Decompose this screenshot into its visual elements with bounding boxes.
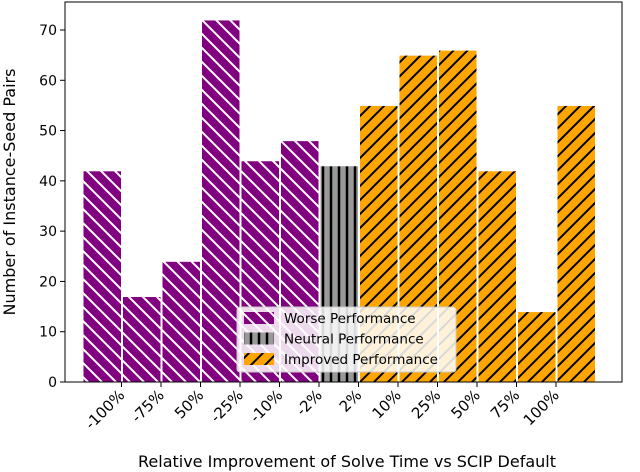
x-tick-label: -2% [292,386,325,419]
bar-improved [517,311,557,383]
x-tick-label: 75% [487,386,523,422]
x-tick-label: -10% [246,386,286,426]
bar-improved [556,104,596,383]
x-tick-label: 25% [408,386,444,422]
legend-swatch-neutral [244,332,274,345]
legend-swatch-improved [244,353,274,365]
x-tick-label: -25% [207,386,247,426]
bar-worse [161,260,201,383]
x-tick-label: -75% [128,386,168,426]
x-tick-label: -100% [81,386,128,433]
y-tick-label: 70 [39,23,57,39]
bar-worse [122,296,162,383]
y-tick-label: 40 [39,174,57,190]
x-axis: -100% -75% 50% -25% -10% -2% 2% 10% 25% 50% 75%100… [81,382,563,433]
legend-label-neutral: Neutral Performance [284,332,424,348]
y-axis-label: Number of Instance-Seed Pairs [0,69,19,316]
x-tick-label: 100% [520,386,563,429]
bar-worse [201,19,241,383]
x-axis-label: Relative Improvement of Solve Time vs SC… [138,452,556,471]
legend: Worse Performance Neutral Performance Impr… [236,306,457,373]
y-tick-label: 30 [39,224,57,240]
y-tick-label: 60 [39,73,57,89]
x-tick-label: 50% [448,386,484,422]
x-tick-label: 50% [171,386,207,422]
y-tick-label: 20 [39,274,57,290]
legend-label-worse: Worse Performance [284,311,416,327]
bar-worse [82,170,122,383]
x-tick-label: 2% [336,386,366,416]
x-tick-label: 10% [369,386,405,422]
plot-frame [64,1,623,383]
y-axis: 0 10 20 30 40 50 60 70 [39,23,65,391]
legend-box [236,306,457,373]
y-tick-label: 0 [48,375,57,391]
legend-label-improved: Improved Performance [284,352,438,368]
bar-improved [477,170,517,383]
legend-swatch-worse [244,312,274,324]
y-tick-label: 10 [39,325,57,341]
y-tick-label: 50 [39,124,57,140]
